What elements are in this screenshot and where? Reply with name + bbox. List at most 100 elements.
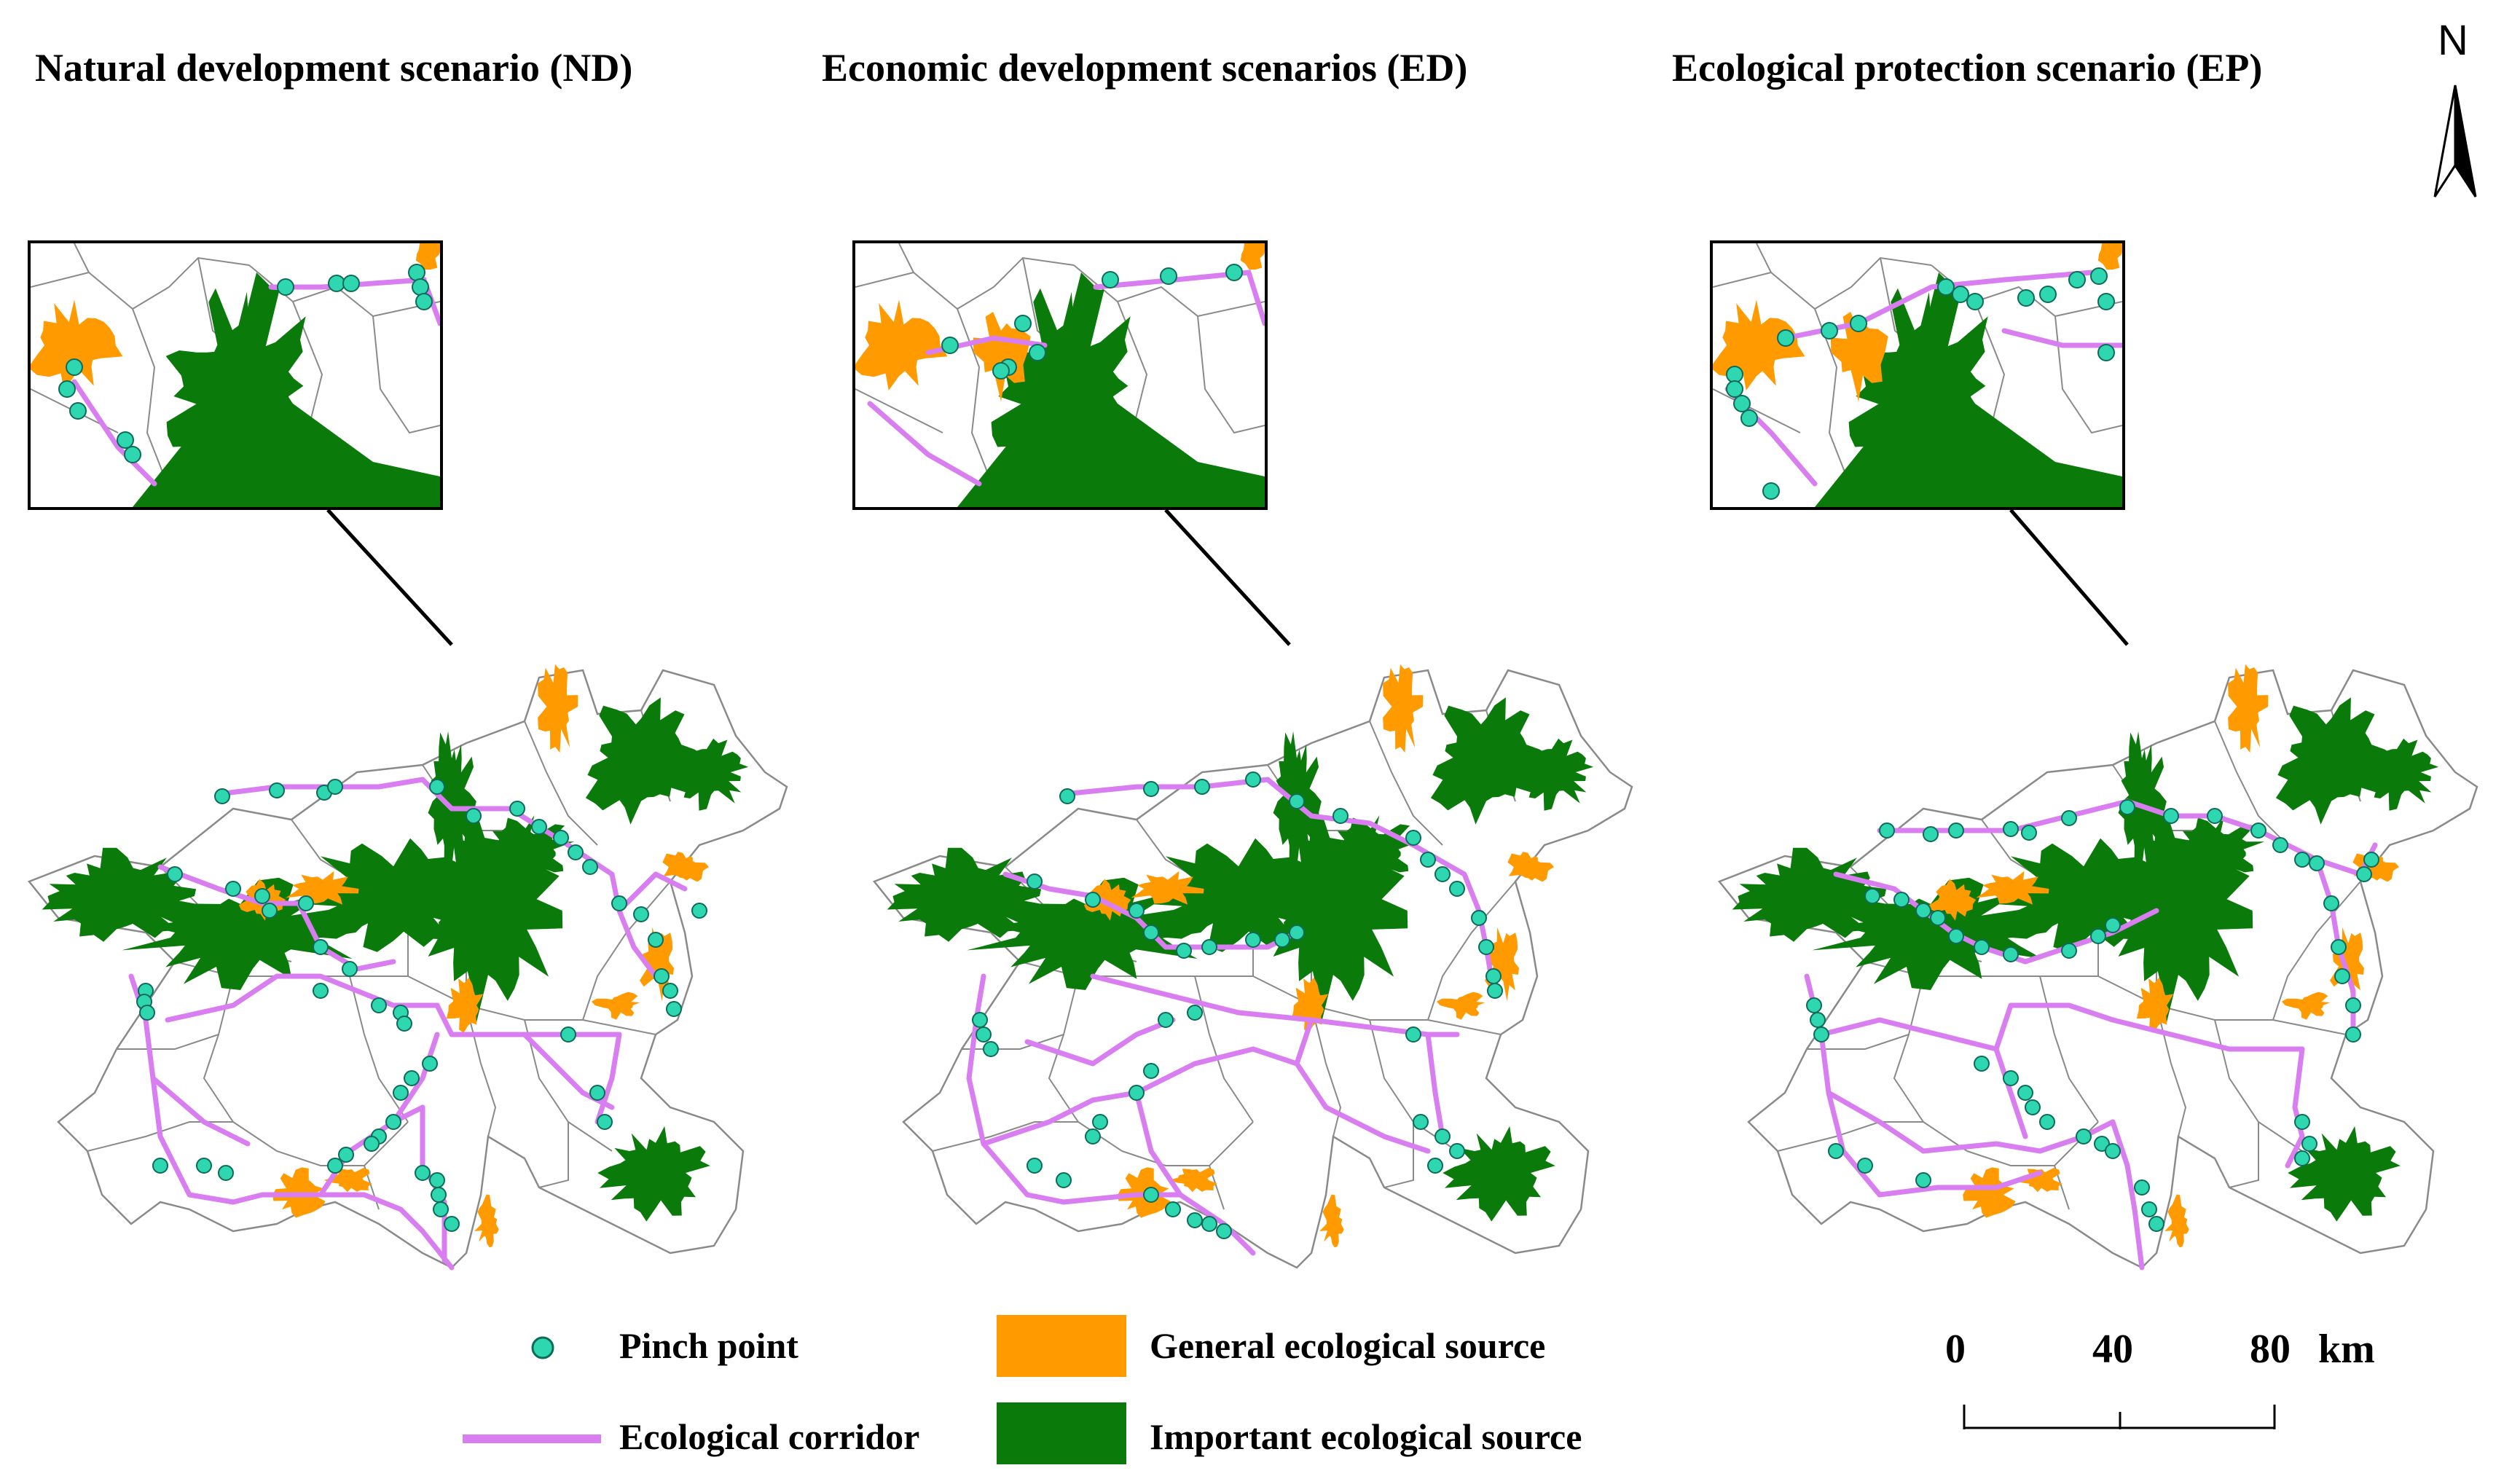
pinch-point xyxy=(2272,837,2288,853)
pinch-point xyxy=(1449,881,1465,897)
pinch-point xyxy=(1027,1158,1043,1174)
pinch-point xyxy=(444,1216,460,1232)
pinch-point xyxy=(58,380,76,398)
pinch-point xyxy=(466,808,482,824)
pinch-point xyxy=(1129,903,1145,919)
pinch-point xyxy=(69,402,87,420)
ecological-corridor xyxy=(616,871,688,914)
county-boundary xyxy=(1019,961,1253,977)
pinch-point xyxy=(2363,852,2379,868)
pinch-point xyxy=(1413,1114,1429,1130)
county-boundary xyxy=(1807,1034,1909,1050)
pinch-point xyxy=(117,431,134,449)
pinch-point xyxy=(2021,825,2037,841)
ecological-corridor xyxy=(1877,1170,2043,1198)
pinch-point xyxy=(1187,1005,1203,1021)
pinch-point xyxy=(269,782,285,798)
county-boundary xyxy=(2272,881,2361,1021)
county-boundary xyxy=(1311,1005,1342,1137)
pinch-point xyxy=(648,932,664,948)
pinch-point xyxy=(2068,271,2086,288)
pinch-point xyxy=(2345,1026,2361,1043)
inset-map-ed xyxy=(852,240,1268,510)
important-ecological-source xyxy=(2275,697,2399,825)
map-canvas-nd xyxy=(27,664,788,1271)
general-ecological-source xyxy=(2164,1194,2189,1248)
inset-canvas-ed xyxy=(855,243,1265,507)
pinch-point xyxy=(1974,1056,1990,1072)
pinch-point xyxy=(2119,799,2135,815)
general-ecological-source xyxy=(1383,664,1424,753)
important-ecological-source xyxy=(967,877,1210,990)
ecological-corridor xyxy=(1979,944,2072,965)
pinch-point xyxy=(2105,917,2121,933)
north-label: N xyxy=(2438,17,2468,64)
pinch-point xyxy=(1092,1114,1108,1130)
general-ecological-source xyxy=(538,664,578,753)
pinch-point xyxy=(1733,395,1751,412)
pinch-point xyxy=(1143,924,1159,941)
general-ecological-source xyxy=(2228,664,2269,753)
pinch-point xyxy=(1434,866,1451,882)
county-boundary xyxy=(87,1121,233,1152)
pinch-point xyxy=(1085,892,1101,908)
general-ecological-source xyxy=(1131,871,1204,905)
scale-tick-80: 80 xyxy=(2250,1327,2291,1372)
pinch-point xyxy=(2294,1114,2310,1130)
county-boundary xyxy=(582,881,671,1021)
pinch-point xyxy=(2061,943,2077,959)
ecological-corridor xyxy=(2110,1017,2305,1052)
main-map-nd xyxy=(15,568,801,1297)
general-ecological-source xyxy=(474,1194,499,1248)
county-boundary xyxy=(203,975,278,1152)
pinch-point xyxy=(393,1085,409,1101)
pinch-point xyxy=(1915,903,1931,919)
ecological-corridor xyxy=(2110,1119,2145,1271)
ecological-corridor xyxy=(230,1192,323,1205)
pinch-point xyxy=(589,1085,605,1101)
pinch-point xyxy=(2301,1136,2317,1152)
general-ecological-source xyxy=(1963,1167,2016,1218)
pinch-point xyxy=(1225,264,1243,281)
pinch-point xyxy=(1857,1158,1873,1174)
pinch-point xyxy=(633,906,649,922)
pinch-point xyxy=(1289,793,1305,809)
general-ecological-source xyxy=(1976,871,2049,905)
pinch-point xyxy=(2017,289,2035,307)
pinch-point xyxy=(298,895,314,911)
pinch-point xyxy=(338,1147,354,1163)
legend-important-source-swatch xyxy=(997,1402,1126,1464)
county-boundary xyxy=(538,1122,569,1188)
pinch-point xyxy=(2294,852,2310,868)
pinch-point xyxy=(1014,315,1032,332)
pinch-point xyxy=(1102,271,1119,288)
pinch-point xyxy=(1850,315,1867,332)
county-boundary xyxy=(1369,721,1443,846)
inset-canvas-nd xyxy=(31,243,440,507)
pinch-point xyxy=(1201,939,1217,955)
pinch-point xyxy=(553,830,569,846)
ecological-corridor xyxy=(1294,1017,1314,1067)
pinch-point xyxy=(327,779,343,795)
ecological-corridor xyxy=(1061,1192,1183,1205)
ecological-corridor xyxy=(1061,777,1271,797)
county-boundary xyxy=(117,1034,219,1050)
pinch-point xyxy=(2345,997,2361,1013)
important-ecological-source xyxy=(664,738,749,811)
county-boundary xyxy=(1777,1121,1923,1152)
general-ecological-source xyxy=(323,1168,372,1193)
pinch-point xyxy=(1165,1201,1181,1217)
county-boundary xyxy=(932,1121,1078,1152)
north-arrow-icon xyxy=(2433,85,2477,197)
county-boundary xyxy=(2229,1122,2259,1188)
pinch-point xyxy=(1966,293,1984,310)
county-boundary xyxy=(962,1034,1064,1050)
pinch-point xyxy=(992,362,1010,380)
pinch-point xyxy=(666,1001,682,1017)
pinch-point xyxy=(1143,1063,1159,1079)
pinch-point xyxy=(342,961,358,977)
pinch-point xyxy=(1274,932,1290,948)
scale-unit: km xyxy=(2318,1327,2375,1372)
pinch-point xyxy=(431,1187,447,1203)
pinch-point xyxy=(2331,939,2347,955)
